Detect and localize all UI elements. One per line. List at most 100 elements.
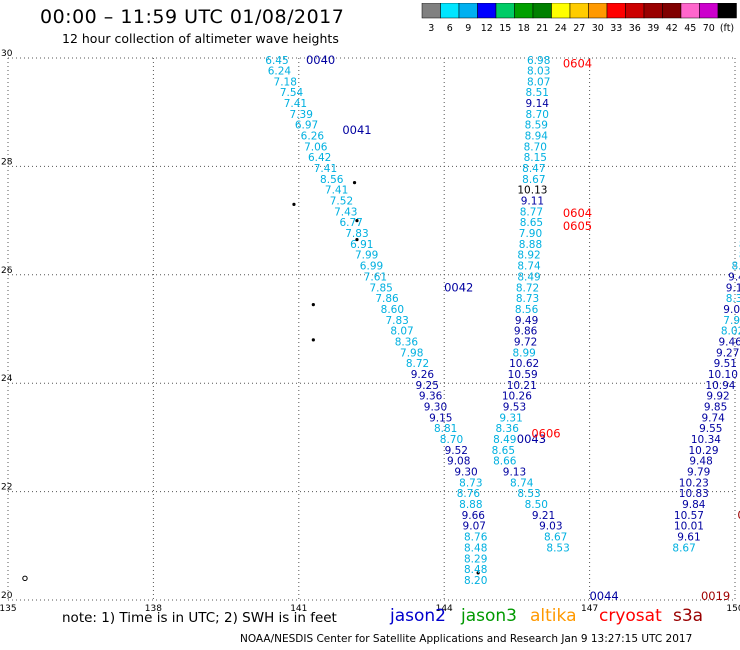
swh-value: 8.70 (524, 141, 547, 153)
swh-value: 8.88 (519, 239, 542, 251)
swh-value: 9.26 (411, 369, 435, 381)
lat-tick-label: 26 (1, 266, 13, 276)
swh-value: 9.92 (706, 391, 729, 403)
swh-value: 9.46 (718, 336, 740, 348)
swh-value: 8.48 (464, 564, 487, 576)
island (476, 571, 480, 575)
swh-value: 9.55 (699, 423, 722, 435)
swh-value: 7.61 (364, 271, 387, 283)
lon-tick-label: 135 (0, 604, 17, 614)
legend-label: 21 (536, 23, 548, 34)
swh-value: 9.66 (462, 510, 486, 522)
swh-value: 8 (739, 250, 740, 262)
swh-value: 8.88 (459, 499, 482, 511)
lon-tick-label: 138 (145, 604, 162, 614)
swh-value: 7.54 (280, 87, 304, 99)
lon-tick-label: 144 (436, 604, 453, 614)
pass-time-label: 0019 (701, 589, 730, 603)
pass-time-label: 0604 (563, 56, 592, 70)
legend-label: 9 (465, 23, 471, 34)
legend-label: 42 (666, 23, 678, 34)
swh-value: 8.67 (672, 542, 695, 554)
lat-tick-label: 30 (1, 49, 13, 59)
swh-value: 8.66 (493, 456, 517, 468)
swh-value: 9.31 (499, 412, 522, 424)
lat-tick-label: 28 (1, 157, 13, 167)
legend-label: 6 (447, 23, 453, 34)
pass-time-label: 0044 (589, 589, 618, 603)
swh-value: 6.77 (339, 217, 362, 229)
swh-value: 9.30 (454, 467, 477, 479)
swh-value: 8.76 (464, 532, 488, 544)
pass-time-label: 0604 (563, 206, 592, 220)
swh-value: 9.53 (503, 402, 526, 414)
swh-value: 8.15 (524, 152, 547, 164)
swh-value: 7.41 (284, 98, 307, 110)
swh-value: 8.59 (525, 120, 548, 132)
swh-value: 8.0 (731, 261, 740, 273)
swh-value: 8.72 (406, 358, 429, 370)
swh-value: 8.70 (440, 434, 463, 446)
pass-time-label: 0605 (563, 219, 592, 233)
swh-value: 6.99 (360, 261, 383, 273)
swh-value: 6.24 (268, 65, 292, 77)
island (22, 575, 28, 582)
swh-value: 7.86 (375, 293, 399, 305)
swh-value: 8.67 (544, 532, 567, 544)
swh-value: 7.98 (400, 347, 423, 359)
legend-label: 12 (481, 23, 493, 34)
pass-time-label: 0606 (531, 427, 560, 441)
island (292, 202, 296, 206)
swh-value: 8.65 (520, 217, 543, 229)
units-note: note: 1) Time is in UTC; 2) SWH is in fe… (62, 610, 337, 626)
swh-value: 8.36 (395, 336, 419, 348)
legend-unit: (ft) (720, 23, 734, 34)
swh-value: 7.52 (330, 196, 353, 208)
swh-value: 9.30 (424, 402, 447, 414)
pass-time-label: 0040 (306, 53, 335, 67)
legend-label: 15 (499, 23, 511, 34)
swh-value: 10.01 (674, 521, 704, 533)
legend-label: 36 (629, 23, 641, 34)
swh-value: 10.59 (508, 369, 538, 381)
swh-value: 8.48 (464, 542, 487, 554)
swh-value: 8.50 (525, 499, 548, 511)
swh-value: 7.85 (369, 282, 392, 294)
swh-value: 10.13 (517, 185, 547, 197)
swh-value: 8.47 (522, 163, 545, 175)
chart-subtitle: 12 hour collection of altimeter wave hei… (62, 31, 339, 46)
legend-label: 27 (573, 23, 585, 34)
swh-value: 9.86 (514, 326, 538, 338)
swh-value: 7.99 (355, 250, 378, 262)
swh-value: 10.34 (691, 434, 721, 446)
legend-label: 70 (703, 23, 715, 34)
swh-value: 8.07 (390, 326, 413, 338)
swh-value: 7.43 (334, 206, 357, 218)
swh-value: 8.74 (517, 261, 541, 273)
swh-value: 9.48 (689, 456, 712, 468)
swh-value: 9.13 (503, 467, 526, 479)
swh-value: 9.74 (701, 412, 725, 424)
swh-value: 8.92 (517, 250, 540, 262)
legend-swatch (717, 3, 737, 19)
pass-time-label: 0041 (342, 123, 371, 137)
swh-value: 8.51 (526, 87, 549, 99)
swh-value: 7.06 (304, 141, 328, 153)
swh-value: 6.97 (295, 120, 318, 132)
legend-altika: altika (530, 606, 577, 626)
legend-label: 18 (518, 23, 530, 34)
swh-value: 8.65 (492, 445, 515, 457)
swh-value: 6.98 (527, 55, 550, 67)
swh-value: 8.76 (457, 488, 481, 500)
swh-value: 8.20 (464, 575, 487, 587)
swh-value: 7.39 (290, 109, 313, 121)
swh-value: 8.77 (520, 206, 543, 218)
swh-value: 8.67 (522, 174, 545, 186)
swh-value: 10.29 (688, 445, 718, 457)
legend-label: 39 (647, 23, 659, 34)
island (352, 181, 357, 185)
swh-value: 9.25 (416, 380, 439, 392)
swh-value: 7.97 (723, 315, 740, 327)
pass-time-label: 0018 (737, 508, 740, 522)
swh-value: 10.23 (679, 477, 709, 489)
